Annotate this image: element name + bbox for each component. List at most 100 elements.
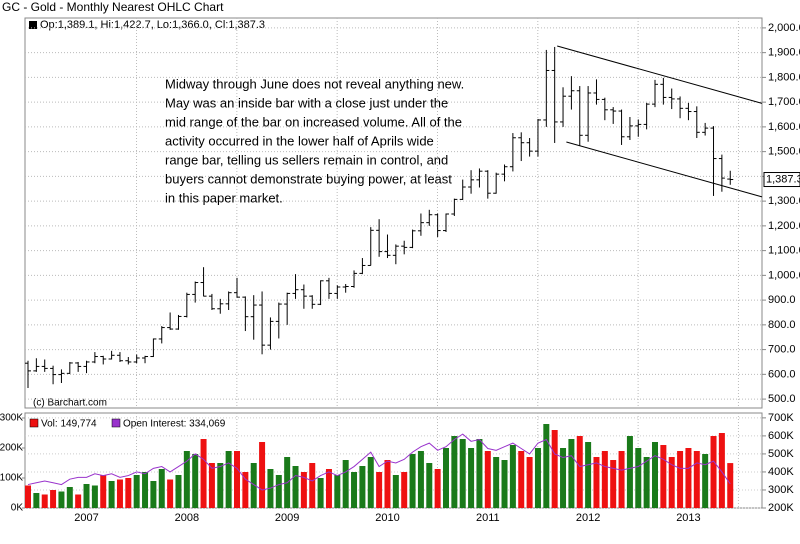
y2-tick-label: 700K (768, 412, 794, 424)
annotation: mid range of the bar on increased volume… (165, 114, 462, 129)
volume-bar (100, 475, 107, 508)
y-tick-label: 900.0 (768, 294, 796, 306)
volume-bar (401, 472, 408, 508)
volume-bar (33, 493, 40, 508)
volume-bar (125, 478, 132, 508)
volume-bar (58, 491, 65, 508)
legend-swatch (29, 21, 37, 29)
volume-bar (25, 485, 31, 508)
open-interest-line (27, 433, 731, 491)
volume-bar (451, 436, 458, 508)
x-tick-label: 2009 (275, 512, 299, 524)
legend-label: Open Interest: 334,069 (123, 419, 226, 430)
volume-bar (133, 475, 140, 508)
volume-bar (116, 479, 123, 508)
volume-bar (417, 451, 424, 508)
volume-bar (325, 469, 332, 508)
volume-bar (242, 472, 249, 508)
y-tick-label: 1,200.0 (768, 220, 800, 232)
y2-tick-label: 300K (768, 484, 794, 496)
y-tick-label: 1,600.0 (768, 121, 800, 133)
x-tick-label: 2007 (74, 512, 98, 524)
y-tick-label: 2,000.0 (768, 22, 800, 34)
volume-bar (409, 454, 416, 508)
volume-bar (660, 445, 667, 508)
y-tick-label: 100K (0, 473, 23, 484)
volume-bar (727, 463, 734, 508)
y-tick-label: 500.0 (768, 393, 796, 405)
volume-bar (142, 472, 149, 508)
x-tick-label: 2012 (576, 512, 600, 524)
volume-bar (342, 460, 349, 508)
volume-bar (250, 463, 257, 508)
volume-bar (710, 436, 717, 508)
volume-bar (50, 490, 57, 508)
volume-bar (317, 478, 324, 508)
annotation: buyers cannot demonstrate buying power, … (165, 171, 452, 186)
volume-bar (468, 448, 475, 508)
volume-bar (66, 487, 73, 508)
legend-label: Vol: 149,774 (41, 419, 97, 430)
y2-tick-label: 400K (768, 466, 794, 478)
volume-bar (476, 439, 483, 508)
annotation: in this paper market. (165, 190, 283, 205)
y-tick-label: 600.0 (768, 368, 796, 380)
x-tick-label: 2011 (476, 512, 500, 524)
y-tick-label: 200K (0, 443, 23, 454)
volume-bar (593, 457, 600, 508)
volume-bar (167, 479, 174, 508)
volume-bar (259, 442, 266, 508)
x-tick-label: 2010 (375, 512, 399, 524)
volume-bar (685, 448, 692, 508)
y-tick-label: 1,500.0 (768, 146, 800, 158)
volume-bar (376, 472, 383, 508)
volume-bar (208, 463, 215, 508)
y-tick-label: 800.0 (768, 319, 796, 331)
chart-title: GC - Gold - Monthly Nearest OHLC Chart (2, 0, 224, 14)
volume-bar (518, 451, 525, 508)
volume-bar (635, 448, 642, 508)
volume-bar (493, 457, 500, 508)
volume-bar (459, 439, 466, 508)
volume-bar (551, 430, 558, 508)
volume-bar (234, 451, 240, 508)
y2-tick-label: 500K (768, 448, 794, 460)
volume-bar (618, 451, 625, 508)
x-tick-label: 2013 (676, 512, 700, 524)
volume-bar (309, 463, 316, 508)
y-tick-label: 1,900.0 (768, 47, 800, 59)
volume-bar (158, 469, 165, 508)
volume-bar (702, 454, 709, 508)
annotation: range bar, telling us sellers remain in … (165, 152, 448, 167)
y-tick-label: 1,700.0 (768, 96, 800, 108)
volume-bar (225, 451, 232, 508)
volume-bar (626, 436, 633, 508)
ohlc-legend: Op:1,389.1, Hi:1,422.7, Lo:1,366.0, Cl:1… (40, 19, 265, 31)
volume-bar (351, 472, 358, 508)
volume-bar (434, 469, 441, 508)
annotation: May was an inside bar with a close just … (165, 95, 448, 110)
trend-line (566, 141, 763, 198)
volume-bar (384, 460, 391, 508)
volume-bar (501, 460, 508, 508)
legend-swatch (29, 418, 39, 428)
annotation: Midway through June does not reveal anyt… (165, 76, 464, 91)
y-tick-label: 0K (11, 503, 24, 514)
volume-bar (217, 463, 224, 508)
last-price-label: 1,387.3 (766, 173, 800, 185)
y-tick-label: 1,300.0 (768, 195, 800, 207)
volume-bar (91, 485, 98, 508)
volume-bar (192, 454, 199, 508)
annotation: activity occurred in the lower half of A… (165, 133, 434, 148)
volume-bar (426, 463, 433, 508)
volume-bar (175, 475, 182, 508)
y-tick-label: 300K (0, 413, 23, 424)
trend-line (557, 45, 763, 104)
price-panel (24, 17, 763, 409)
volume-bar (509, 445, 516, 508)
volume-bar (668, 457, 675, 508)
volume-bar (334, 475, 341, 508)
y-tick-label: 700.0 (768, 344, 796, 356)
